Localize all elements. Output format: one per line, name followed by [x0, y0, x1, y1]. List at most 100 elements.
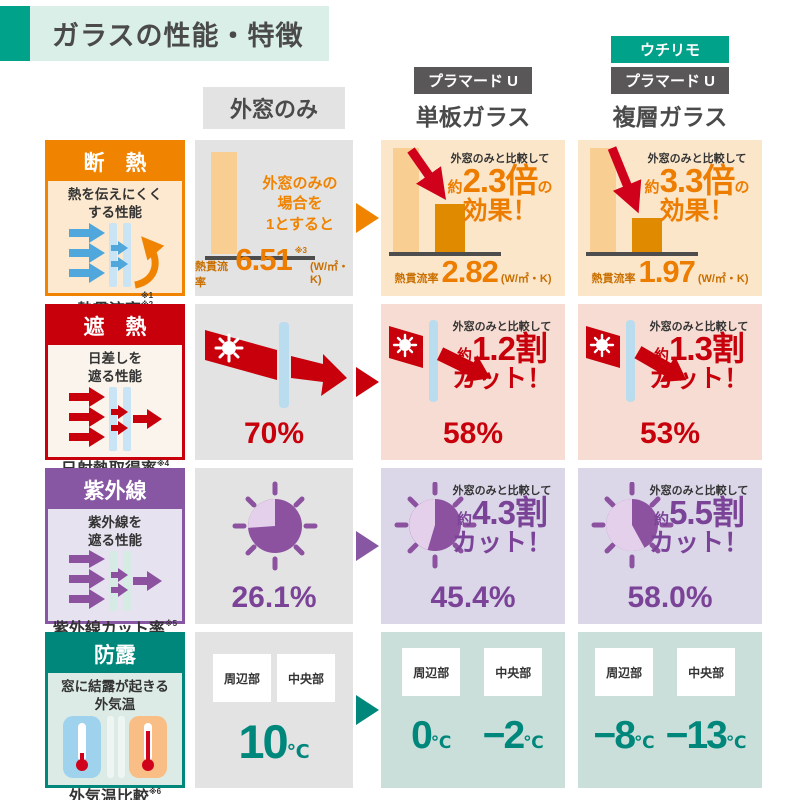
column-header-single-glass: プラマード U 単板ガラス: [381, 67, 565, 132]
shading-baseline-value: 70%: [243, 417, 305, 450]
shading-baseline-cell: 70%: [195, 304, 353, 460]
improved-bar: [435, 204, 465, 252]
dew-baseline-cell: 周辺部 中央部 10℃: [195, 632, 353, 788]
improved-bar: [632, 218, 662, 252]
uv-sun-pie-icon: [394, 482, 477, 569]
u-value: 熱貫流率 1.97 (W/㎡・K): [591, 254, 749, 289]
baseline-bar: [590, 148, 616, 252]
row-arrow-separator: [353, 304, 381, 460]
decrease-arrow-icon: [607, 146, 642, 214]
center-temp-value: −2℃: [482, 714, 544, 757]
effect-highlight: 約2.3倍の 効果！: [447, 162, 553, 225]
row-insulation-desc: 熱を伝えにくく する性能: [67, 187, 163, 220]
row-arrow-separator: [353, 140, 381, 296]
cut-highlight: 約5.5割 カット！: [648, 494, 749, 557]
footnote-marks: ※5: [164, 619, 178, 629]
shading-double-value: 53%: [639, 417, 701, 450]
uv-double-cell: 外窓のみと比較して 約5.5割 カット！ 58.0%: [578, 468, 762, 624]
footnote-marks: ※4: [156, 459, 170, 469]
dew-baseline-temp: 10℃: [238, 715, 310, 768]
label-outer-area: 周辺部: [402, 648, 461, 696]
u-value: 熱貫流率 2.82 (W/㎡・K): [394, 254, 552, 289]
outer-temp-group: 周辺部 0℃: [402, 648, 461, 758]
baseline-bar: [211, 152, 237, 254]
chart-axis: [389, 252, 501, 256]
insulation-double-cell: 外窓のみと比較して 約3.3倍の 効果！ 熱貫流率 1.97 (W/㎡・K): [578, 140, 762, 296]
uv-sun-pie-icon: [591, 482, 674, 569]
row-shading-label-card: 遮 熱 日差しを 遮る性能 日射熱取得率※4: [45, 304, 185, 478]
single-glass-label: 単板ガラス: [415, 104, 531, 130]
footnote-marks: ※6: [148, 787, 162, 797]
arrow-right-icon: [355, 367, 379, 397]
column-headers: 外窓のみ プラマード U 単板ガラス ウチリモ プラマード U 複層ガラス: [45, 36, 762, 136]
row-uv-title: 紫外線: [48, 471, 182, 509]
plamado-u-badge: プラマード U: [414, 67, 532, 94]
row-dew-metric: 外気温比較※6: [68, 787, 162, 800]
row-shading-title: 遮 熱: [48, 307, 182, 345]
row-uv-desc: 紫外線を 遮る性能: [88, 515, 142, 548]
compare-note: 外窓のみと比較して: [649, 321, 749, 333]
row-uv-label-card: 紫外線 紫外線を 遮る性能 紫外線カット率※5: [45, 468, 185, 638]
outer-temp-value: 0℃: [411, 714, 452, 757]
outer-temp-value: −8℃: [593, 714, 655, 757]
uchirimo-badge: ウチリモ: [611, 36, 729, 63]
uv-baseline-value: 26.1%: [231, 581, 317, 614]
insulation-baseline-cell: 外窓のみの 場合を 1とすると 熱貫流率 6.51 ※3 (W/㎡・K): [195, 140, 353, 296]
insulation-icon: [69, 223, 165, 289]
cut-highlight: 約1.2割 カット！: [451, 330, 552, 393]
row-arrow-separator: [353, 632, 381, 788]
shading-single-cell: 外窓のみと比較して 約1.2割 カット！ 58%: [381, 304, 565, 460]
title-accent-block: [0, 6, 30, 61]
label-center-area: 中央部: [277, 654, 335, 702]
label-outer-area: 周辺部: [595, 648, 654, 696]
row-dew-title: 防露: [48, 635, 182, 673]
shading-double-cell: 外窓のみと比較して 約1.3割 カット！ 53%: [578, 304, 762, 460]
baseline-bar: [393, 148, 419, 252]
cut-highlight: 約4.3割 カット！: [451, 494, 552, 557]
row-shading-desc: 日差しを 遮る性能: [88, 351, 142, 384]
row-insulation-label-card: 断 熱 熱を伝えにくく する性能 熱貫流率※1 ※2: [45, 140, 185, 319]
uv-baseline-cell: 26.1%: [195, 468, 353, 624]
baseline-u-value: 熱貫流率 6.51 ※3 (W/㎡・K): [195, 242, 350, 289]
dew-double-cell: 周辺部 −8℃ 中央部 −13℃: [578, 632, 762, 788]
row-arrow-separator: [353, 468, 381, 624]
chart-axis: [205, 256, 315, 260]
center-temp-value: −13℃: [665, 714, 747, 757]
arrow-right-icon: [355, 531, 379, 561]
label-center-area: 中央部: [484, 648, 543, 696]
insulation-single-cell: 外窓のみと比較して 約2.3倍の 効果！ 熱貫流率 2.82 (W/㎡・K): [381, 140, 565, 296]
uv-single-value: 45.4%: [430, 581, 516, 614]
page-title: ガラスの性能・特徴: [30, 6, 330, 61]
uv-single-cell: 外窓のみと比較して 約4.3割 カット！ 45.4%: [381, 468, 565, 624]
cut-highlight: 約1.3割 カット！: [648, 330, 749, 393]
compare-note: 外窓のみと比較して: [649, 485, 749, 497]
column-header-baseline: 外窓のみ: [195, 87, 353, 129]
label-center-area: 中央部: [677, 648, 736, 696]
column-header-double-glass: ウチリモ プラマード U 複層ガラス: [578, 36, 762, 132]
row-insulation-title: 断 熱: [48, 143, 182, 181]
center-temp-group: 中央部 −2℃: [483, 648, 544, 758]
comparison-table: 断 熱 熱を伝えにくく する性能 熱貫流率※1 ※2: [45, 140, 762, 800]
uv-double-value: 58.0%: [627, 581, 713, 614]
decrease-arrow-icon: [407, 147, 447, 201]
heat-shading-icon: [69, 387, 162, 452]
row-dew-desc: 窓に結露が起きる 外気温: [61, 679, 169, 712]
compare-note: 外窓のみと比較して: [450, 153, 550, 165]
uv-block-icon: [69, 550, 162, 612]
double-glass-label: 複層ガラス: [612, 104, 728, 130]
baseline-note: 外窓のみの 場合を 1とすると: [262, 175, 338, 233]
baseline-header-label: 外窓のみ: [203, 87, 345, 129]
uv-sun-pie-icon: [232, 481, 318, 571]
chart-axis: [586, 252, 698, 256]
effect-highlight: 約3.3倍の 効果！: [644, 162, 750, 225]
position-labels: 周辺部 中央部: [195, 654, 353, 702]
row-dew-label-card: 防露 窓に結露が起きる 外気温 外気温比較※6: [45, 632, 185, 800]
sun-heat-arrow-icon: [205, 322, 347, 408]
compare-note: 外窓のみと比較して: [452, 321, 552, 333]
outer-temp-group: 周辺部 −8℃: [594, 648, 655, 758]
center-temp-group: 中央部 −13℃: [665, 648, 747, 758]
compare-note: 外窓のみと比較して: [452, 485, 552, 497]
page-title-bar: ガラスの性能・特徴: [0, 6, 330, 61]
thermometers-icon: [63, 716, 167, 779]
plamado-u-badge: プラマード U: [611, 67, 729, 94]
